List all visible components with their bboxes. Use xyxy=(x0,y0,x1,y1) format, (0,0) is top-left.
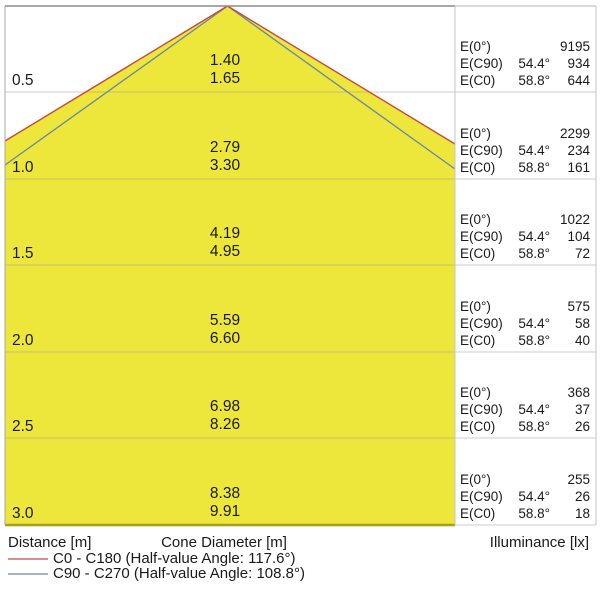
e0-value: 368 xyxy=(567,385,590,400)
e0-label: E(0°) xyxy=(460,39,491,54)
ec90-label: E(C90) xyxy=(460,402,503,417)
distance-label: 1.0 xyxy=(12,159,34,176)
illuminance-axis-label: Illuminance [lx] xyxy=(490,534,589,551)
e0-label: E(0°) xyxy=(460,385,491,400)
ec90-label: E(C90) xyxy=(460,229,503,244)
ec90-angle: 54.4° xyxy=(518,316,550,331)
ec0-angle: 58.8° xyxy=(518,160,550,175)
ec90-angle: 54.4° xyxy=(518,143,550,158)
cone-edge-c0-right xyxy=(227,5,456,145)
distance-axis-label: Distance [m] xyxy=(8,534,91,551)
e0-label: E(0°) xyxy=(460,212,491,227)
ec0-value: 161 xyxy=(567,160,590,175)
cone-diameter-c90-value: 4.19 xyxy=(210,225,240,242)
distance-label: 0.5 xyxy=(12,72,34,89)
ec90-value: 37 xyxy=(575,402,590,417)
cone-diameter-c0-value: 3.30 xyxy=(210,157,241,174)
e0-label: E(0°) xyxy=(460,472,491,487)
legend-item-c0: C0 - C180 (Half-value Angle: 117.6°) xyxy=(8,550,296,567)
ec0-angle: 58.8° xyxy=(518,246,550,261)
ec0-value: 26 xyxy=(575,419,590,434)
cone-edge-c90-left xyxy=(4,5,228,166)
cone-diameter-c90-value: 1.40 xyxy=(210,52,241,69)
legend-label-c90: C90 - C270 (Half-value Angle: 108.8°) xyxy=(53,565,305,582)
ec90-value: 234 xyxy=(567,143,590,158)
row-3.0m: 3.0 8.38 9.91 E(0°) 255 E(C90) 54.4° 26 … xyxy=(12,472,590,522)
distance-label: 2.0 xyxy=(12,332,34,349)
cone-diameter-c0-value: 8.26 xyxy=(210,416,240,433)
ec90-label: E(C90) xyxy=(460,489,503,504)
e0-value: 2299 xyxy=(560,126,590,141)
distance-label: 3.0 xyxy=(12,505,34,522)
ec0-label: E(C0) xyxy=(460,73,495,88)
e0-label: E(0°) xyxy=(460,299,491,314)
row-2.0m: 2.0 5.59 6.60 E(0°) 575 E(C90) 54.4° 58 … xyxy=(12,299,590,349)
ec90-label: E(C90) xyxy=(460,143,503,158)
ec90-value: 58 xyxy=(575,316,590,331)
e0-label: E(0°) xyxy=(460,126,491,141)
legend-item-c90: C90 - C270 (Half-value Angle: 108.8°) xyxy=(8,565,305,582)
ec0-label: E(C0) xyxy=(460,246,495,261)
cone-diameter-c0-value: 1.65 xyxy=(210,70,240,87)
e0-value: 575 xyxy=(567,299,590,314)
ec0-label: E(C0) xyxy=(460,419,495,434)
distance-label: 2.5 xyxy=(12,418,34,435)
cone-diameter-c90-value: 8.38 xyxy=(210,485,240,502)
e0-value: 9195 xyxy=(560,39,590,54)
ec90-angle: 54.4° xyxy=(518,402,550,417)
cone-edge-c0-left xyxy=(4,5,228,142)
ec0-label: E(C0) xyxy=(460,333,495,348)
ec0-label: E(C0) xyxy=(460,506,495,521)
ec90-value: 104 xyxy=(567,229,590,244)
footer-labels: Distance [m] Cone Diameter [m] Illuminan… xyxy=(8,534,589,551)
row-2.5m: 2.5 6.98 8.26 E(0°) 368 E(C90) 54.4° 37 … xyxy=(12,385,590,435)
ec90-angle: 54.4° xyxy=(518,56,550,71)
cone-diameter-c90-value: 6.98 xyxy=(210,398,240,415)
ec0-value: 72 xyxy=(575,246,590,261)
ec0-value: 644 xyxy=(567,73,590,88)
ec90-angle: 54.4° xyxy=(518,489,550,504)
e0-value: 1022 xyxy=(560,212,590,227)
cone-diameter-c0-value: 4.95 xyxy=(210,243,240,260)
ec0-value: 40 xyxy=(575,333,590,348)
ec90-angle: 54.4° xyxy=(518,229,550,244)
row-0.5m: 0.5 1.40 1.65 E(0°) 9195 E(C90) 54.4° 93… xyxy=(12,39,590,89)
ec0-value: 18 xyxy=(575,506,590,521)
cone-diameter-axis-label: Cone Diameter [m] xyxy=(161,534,287,551)
legend-label-c0: C0 - C180 (Half-value Angle: 117.6°) xyxy=(53,550,296,567)
ec0-angle: 58.8° xyxy=(518,419,550,434)
ec90-value: 26 xyxy=(575,489,590,504)
cone-diameter-c0-value: 6.60 xyxy=(210,330,241,347)
ec90-value: 934 xyxy=(567,56,590,71)
ec0-angle: 58.8° xyxy=(518,506,550,521)
cone-edge-c90-right xyxy=(227,5,456,170)
ec90-label: E(C90) xyxy=(460,56,503,71)
legend: C0 - C180 (Half-value Angle: 117.6°) C90… xyxy=(8,550,305,582)
gridlines xyxy=(5,91,596,526)
cone-diameter-c90-value: 2.79 xyxy=(210,139,240,156)
distance-label: 1.5 xyxy=(12,245,34,262)
ec0-angle: 58.8° xyxy=(518,333,550,348)
ec0-label: E(C0) xyxy=(460,160,495,175)
row-1.5m: 1.5 4.19 4.95 E(0°) 1022 E(C90) 54.4° 10… xyxy=(12,212,590,262)
cone-diameter-c0-value: 9.91 xyxy=(210,503,240,520)
row-1.0m: 1.0 2.79 3.30 E(0°) 2299 E(C90) 54.4° 23… xyxy=(12,126,590,176)
ec90-label: E(C90) xyxy=(460,316,503,331)
ec0-angle: 58.8° xyxy=(518,73,550,88)
chart-borders xyxy=(4,5,597,525)
cone-diameter-c90-value: 5.59 xyxy=(210,312,240,329)
e0-value: 255 xyxy=(567,472,590,487)
